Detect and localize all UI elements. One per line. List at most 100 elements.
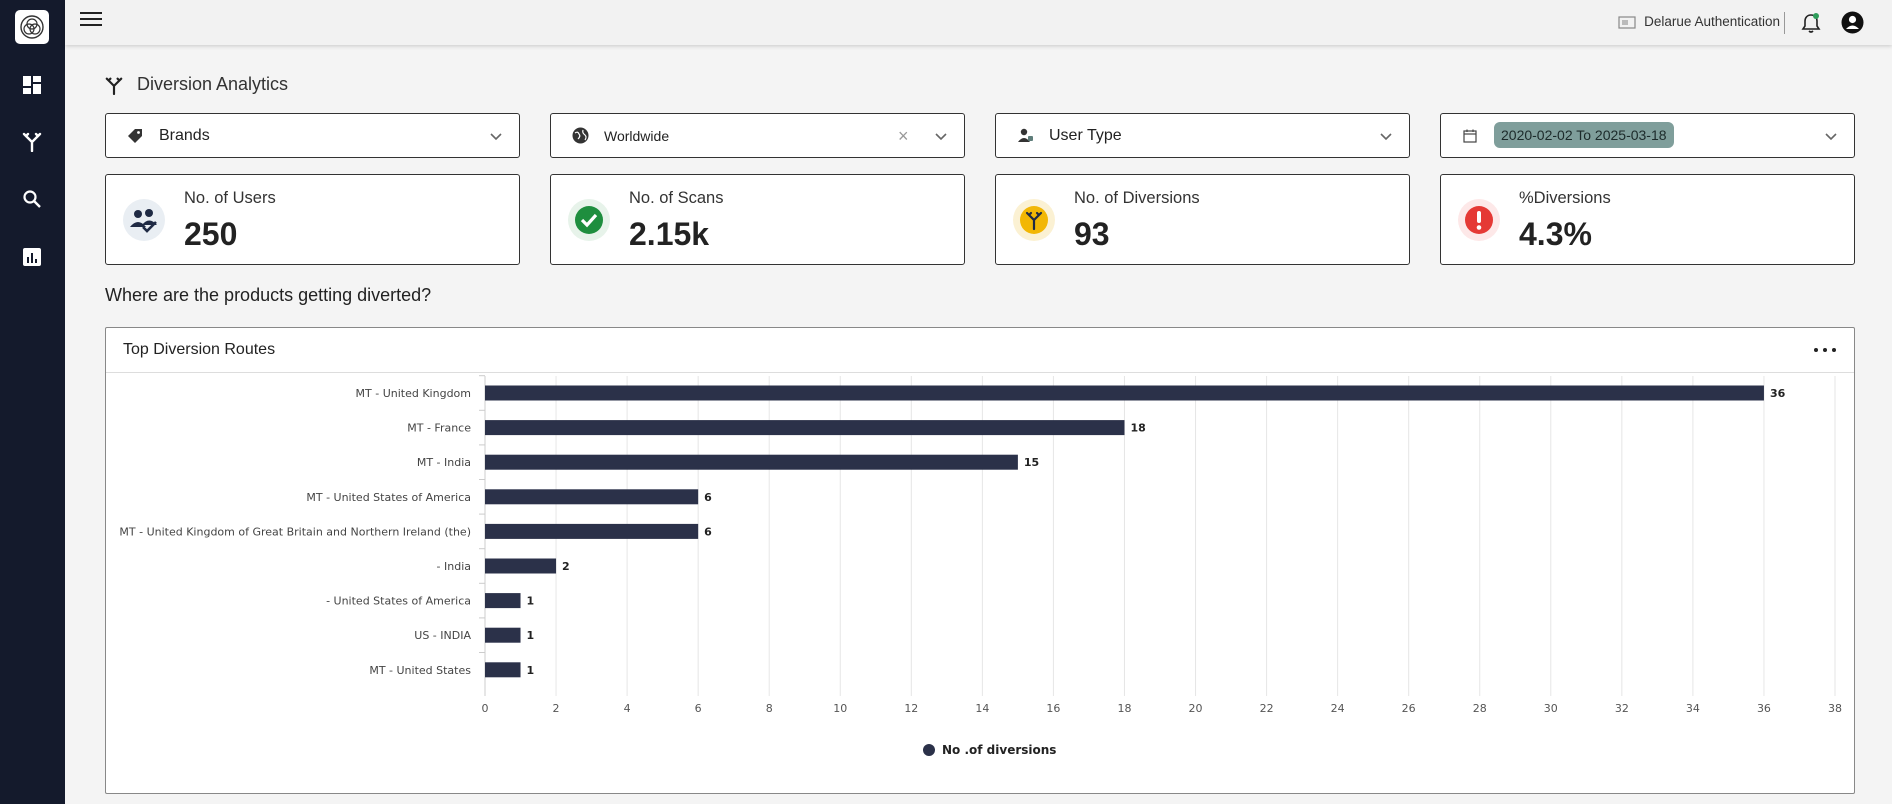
kpi-value: 250 [184, 216, 238, 252]
date-range-chip[interactable]: 2020-02-02 To 2025-03-18 [1494, 121, 1674, 148]
top-bar: Delarue Authentication [65, 0, 1892, 45]
y-category-label: - India [437, 560, 471, 573]
clear-icon[interactable]: × [898, 125, 909, 146]
chevron-down-icon [1825, 132, 1837, 140]
x-tick-label: 32 [1615, 702, 1629, 715]
calendar-icon [1460, 126, 1480, 146]
page-title: Diversion Analytics [137, 74, 289, 94]
dashboard-icon[interactable] [21, 74, 43, 96]
region-filter[interactable]: Worldwide × [550, 113, 965, 158]
section-heading: Where are the products getting diverted? [105, 285, 432, 305]
bar [485, 385, 1764, 401]
x-tick-label: 2 [553, 702, 560, 715]
kpi-label: No. of Users [184, 189, 276, 207]
x-tick-label: 36 [1757, 702, 1771, 715]
user-type-filter-label: User Type [1049, 126, 1122, 144]
bar [485, 489, 699, 505]
kpi-card-scans: No. of Scans 2.15k [550, 174, 965, 265]
x-tick-label: 0 [482, 702, 489, 715]
data-label: 18 [1130, 422, 1145, 435]
kpi-value: 2.15k [629, 216, 710, 252]
brands-filter-label: Brands [159, 126, 210, 144]
org-name: Delarue Authentication [1644, 14, 1780, 29]
topbar-divider [1784, 12, 1785, 34]
kpi-label: No. of Diversions [1074, 189, 1200, 207]
more-options-icon[interactable] [1814, 342, 1836, 358]
y-category-label: MT - France [407, 422, 471, 435]
bar [485, 593, 521, 609]
y-category-label: US - INDIA [414, 629, 471, 642]
alert-icon [1458, 199, 1500, 241]
menu-toggle-icon[interactable] [80, 12, 102, 30]
chevron-down-icon [935, 132, 947, 140]
globe-icon [570, 126, 590, 146]
y-category-label: MT - United Kingdom of Great Britain and… [119, 525, 471, 538]
data-label: 1 [527, 664, 535, 677]
x-tick-label: 34 [1686, 702, 1700, 715]
region-filter-label: Worldwide [604, 127, 670, 144]
data-label: 1 [527, 629, 535, 642]
data-label: 36 [1770, 387, 1786, 400]
x-tick-label: 20 [1189, 702, 1203, 715]
kpi-card-diversions: No. of Diversions 93 [995, 174, 1410, 265]
chevron-down-icon [490, 132, 502, 140]
bar [485, 420, 1125, 436]
kpi-card-users: No. of Users 250 [105, 174, 520, 265]
x-tick-label: 12 [904, 702, 918, 715]
kpi-value: 93 [1074, 216, 1110, 252]
bar [485, 558, 557, 574]
kpi-value: 4.3% [1519, 216, 1592, 252]
notification-bell-icon[interactable] [1800, 12, 1822, 34]
x-tick-label: 38 [1828, 702, 1842, 715]
x-tick-label: 30 [1544, 702, 1558, 715]
brands-filter[interactable]: Brands [105, 113, 520, 158]
bar [485, 662, 521, 678]
x-tick-label: 26 [1402, 702, 1416, 715]
chevron-down-icon [1380, 132, 1392, 140]
search-icon[interactable] [21, 188, 43, 210]
org-switcher[interactable]: Delarue Authentication [1618, 14, 1780, 29]
app-logo[interactable] [15, 10, 49, 44]
diversion-nav-icon[interactable] [21, 130, 43, 152]
x-tick-label: 16 [1046, 702, 1060, 715]
diversion-icon [105, 77, 123, 95]
bar [485, 627, 521, 643]
date-range-value: 2020-02-02 To 2025-03-18 [1494, 121, 1824, 148]
panel-title: Top Diversion Routes [123, 341, 276, 358]
data-label: 15 [1024, 456, 1039, 469]
reports-icon[interactable] [21, 246, 43, 268]
x-tick-label: 22 [1260, 702, 1274, 715]
kpi-label: No. of Scans [629, 189, 724, 207]
x-tick-label: 6 [695, 702, 702, 715]
y-category-label: - United States of America [326, 595, 471, 608]
check-circle-icon [568, 199, 610, 241]
users-icon [123, 199, 165, 241]
x-tick-label: 24 [1331, 702, 1345, 715]
page-header: Diversion Analytics [105, 74, 288, 95]
panel-header: Top Diversion Routes [106, 328, 1854, 373]
kpi-card-percent-diversions: %Diversions 4.3% [1440, 174, 1855, 265]
data-label: 6 [704, 525, 712, 538]
y-category-label: MT - United Kingdom [356, 387, 471, 400]
sidebar [0, 0, 65, 804]
data-label: 1 [527, 595, 535, 608]
user-type-filter[interactable]: User Type [995, 113, 1410, 158]
user-account-icon[interactable] [1841, 11, 1864, 34]
logo-icon [20, 15, 44, 39]
legend-marker [923, 744, 935, 756]
x-tick-label: 14 [975, 702, 989, 715]
x-tick-label: 8 [766, 702, 773, 715]
data-label: 6 [704, 491, 712, 504]
bar [485, 454, 1018, 470]
user-type-icon [1015, 126, 1035, 146]
kpi-label: %Diversions [1519, 189, 1611, 207]
org-logo-icon [1618, 15, 1636, 29]
x-tick-label: 28 [1473, 702, 1487, 715]
data-label: 2 [562, 560, 570, 573]
y-category-label: MT - United States of America [306, 491, 471, 504]
y-category-label: MT - India [417, 456, 471, 469]
bar [485, 523, 699, 539]
tag-icon [125, 126, 145, 146]
date-range-filter[interactable]: 2020-02-02 To 2025-03-18 [1440, 113, 1855, 158]
